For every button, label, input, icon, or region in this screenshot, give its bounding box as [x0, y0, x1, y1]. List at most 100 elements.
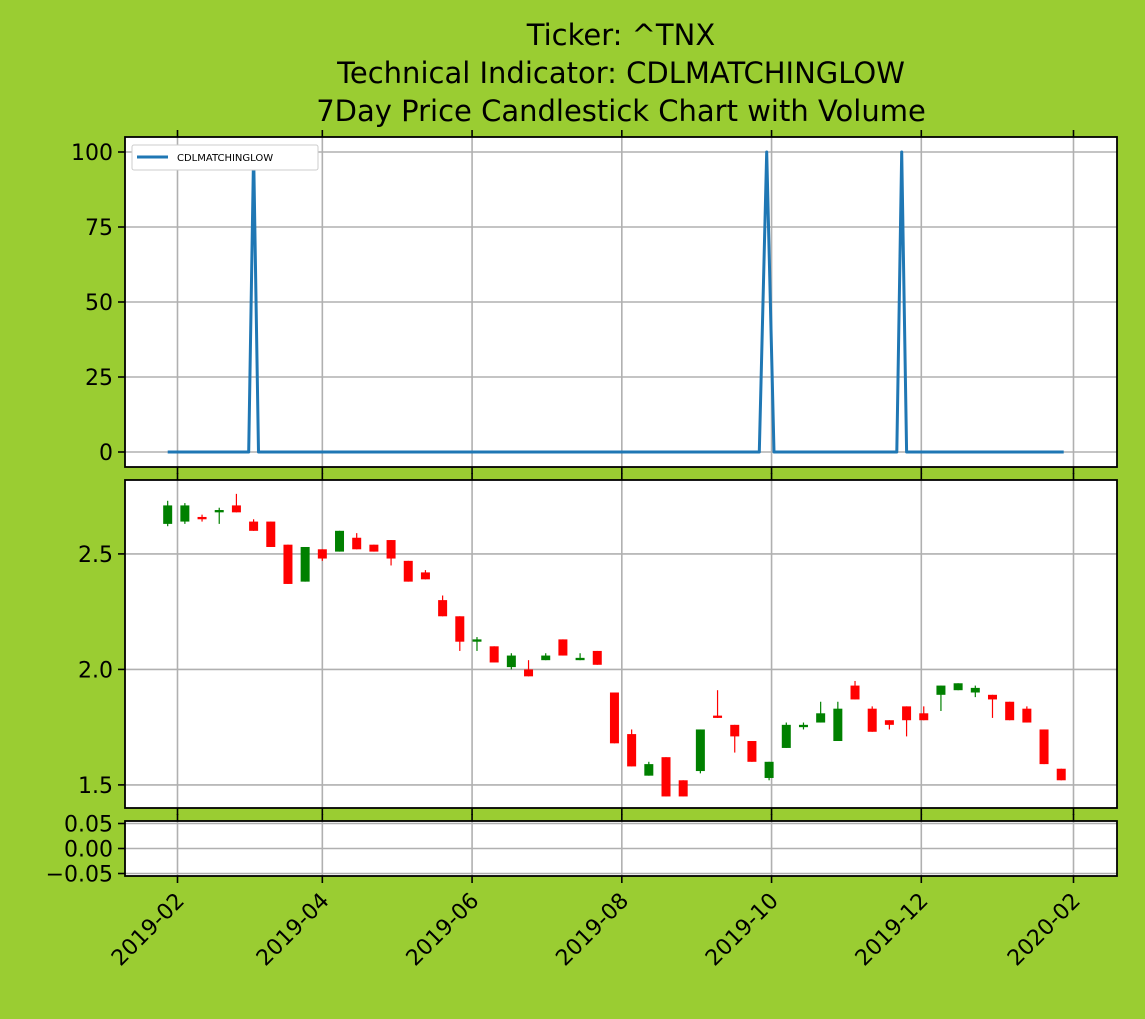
candle-body-29	[661, 757, 671, 797]
candle-37	[798, 722, 808, 730]
candle-35	[764, 761, 774, 781]
candle-28	[644, 761, 654, 776]
candle-18	[472, 637, 482, 651]
candle-body-50	[1022, 708, 1032, 723]
title-line-3: 7Day Price Candlestick Chart with Volume	[316, 94, 926, 128]
candle-body-27	[627, 734, 637, 767]
candle-body-21	[524, 669, 534, 677]
candle-27	[627, 729, 637, 767]
candle-body-20	[506, 655, 516, 668]
candle-body-38	[816, 713, 826, 723]
candle-3	[214, 507, 224, 524]
candle-42	[884, 720, 894, 730]
candle-body-42	[884, 720, 894, 725]
candle-body-52	[1056, 768, 1066, 781]
candle-21	[524, 660, 534, 677]
candle-body-40	[850, 685, 860, 700]
candle-31	[695, 729, 705, 774]
cdl-y-tick-label-1: 2.0	[78, 658, 113, 683]
candle-body-5	[249, 521, 259, 531]
candle-body-24	[575, 657, 585, 661]
candle-body-39	[833, 708, 843, 742]
candle-32	[713, 690, 723, 718]
candle-body-1	[180, 505, 190, 522]
candle-41	[867, 706, 877, 732]
candle-body-35	[764, 761, 774, 778]
candle-body-3	[214, 510, 224, 513]
candle-38	[816, 701, 826, 723]
candle-body-7	[283, 544, 293, 584]
candle-10	[335, 530, 345, 552]
candle-4	[231, 493, 241, 513]
candle-1	[180, 503, 190, 524]
candle-49	[1005, 701, 1015, 721]
candle-body-2	[197, 516, 207, 520]
candle-9	[317, 549, 327, 561]
ind-y-tick-label-1: 25	[85, 366, 113, 391]
candle-11	[352, 533, 362, 550]
candle-body-33	[730, 724, 740, 737]
cdl-y-tick-label-2: 2.5	[78, 543, 113, 568]
indicator-legend: CDLMATCHINGLOW	[131, 144, 319, 171]
candle-0	[163, 500, 173, 527]
candle-25	[592, 650, 602, 665]
candle-body-0	[163, 505, 173, 524]
candle-body-26	[609, 692, 619, 744]
chart-title: Ticker: ^TNX Technical Indicator: CDLMAT…	[316, 18, 926, 128]
candle-body-34	[747, 741, 757, 762]
candle-body-30	[678, 780, 688, 797]
candle-body-46	[953, 683, 963, 691]
candle-43	[902, 706, 912, 737]
candle-body-13	[386, 540, 396, 559]
candle-8	[300, 546, 310, 582]
candle-body-49	[1005, 701, 1015, 721]
candlestick-x-tick-marks	[176, 473, 1075, 815]
candle-body-47	[970, 687, 980, 693]
candle-40	[850, 680, 860, 700]
cdl-y-tick-label-0: 1.5	[78, 774, 113, 799]
candle-body-17	[455, 616, 465, 642]
candle-body-41	[867, 708, 877, 732]
candle-body-14	[403, 560, 413, 582]
candle-45	[936, 685, 946, 711]
candle-44	[919, 706, 929, 721]
candle-body-16	[438, 600, 448, 617]
ind-y-tick-label-3: 75	[85, 216, 113, 241]
candle-body-37	[798, 724, 808, 728]
vol-y-tick-label-2: −0.05	[46, 863, 113, 888]
candle-body-31	[695, 729, 705, 772]
indicator-line	[167, 150, 1064, 454]
candle-19	[489, 646, 499, 663]
candlestick-frame	[124, 479, 1118, 809]
candle-51	[1039, 729, 1049, 765]
ind-y-tick-label-0: 0	[99, 441, 113, 466]
volume-frame	[124, 820, 1118, 877]
vol-y-tick-label-0: 0.05	[64, 813, 113, 838]
candle-body-36	[781, 724, 791, 748]
ind-y-tick-label-4: 100	[71, 141, 113, 166]
candle-14	[403, 560, 413, 582]
candle-16	[438, 595, 448, 617]
candle-body-6	[266, 521, 276, 547]
indicator-series	[167, 150, 1064, 454]
candle-33	[730, 724, 740, 753]
legend-box	[131, 144, 319, 171]
candle-13	[386, 540, 396, 566]
candle-body-15	[420, 572, 430, 580]
candle-body-22	[541, 655, 551, 661]
candle-20	[506, 653, 516, 670]
candle-23	[558, 639, 568, 656]
indicator-frame	[124, 136, 1118, 468]
candle-17	[455, 616, 465, 651]
candle-2	[197, 514, 207, 522]
candle-46	[953, 683, 963, 691]
candle-body-23	[558, 639, 568, 656]
candlestick-panel: 1.5 2.0 2.5	[78, 473, 1118, 815]
candle-body-45	[936, 685, 946, 695]
candle-29	[661, 757, 671, 797]
candle-body-48	[987, 694, 997, 700]
candlestick-series	[163, 493, 1066, 797]
ind-y-tick-label-2: 50	[85, 291, 113, 316]
candlestick-plot-area	[125, 480, 1117, 808]
